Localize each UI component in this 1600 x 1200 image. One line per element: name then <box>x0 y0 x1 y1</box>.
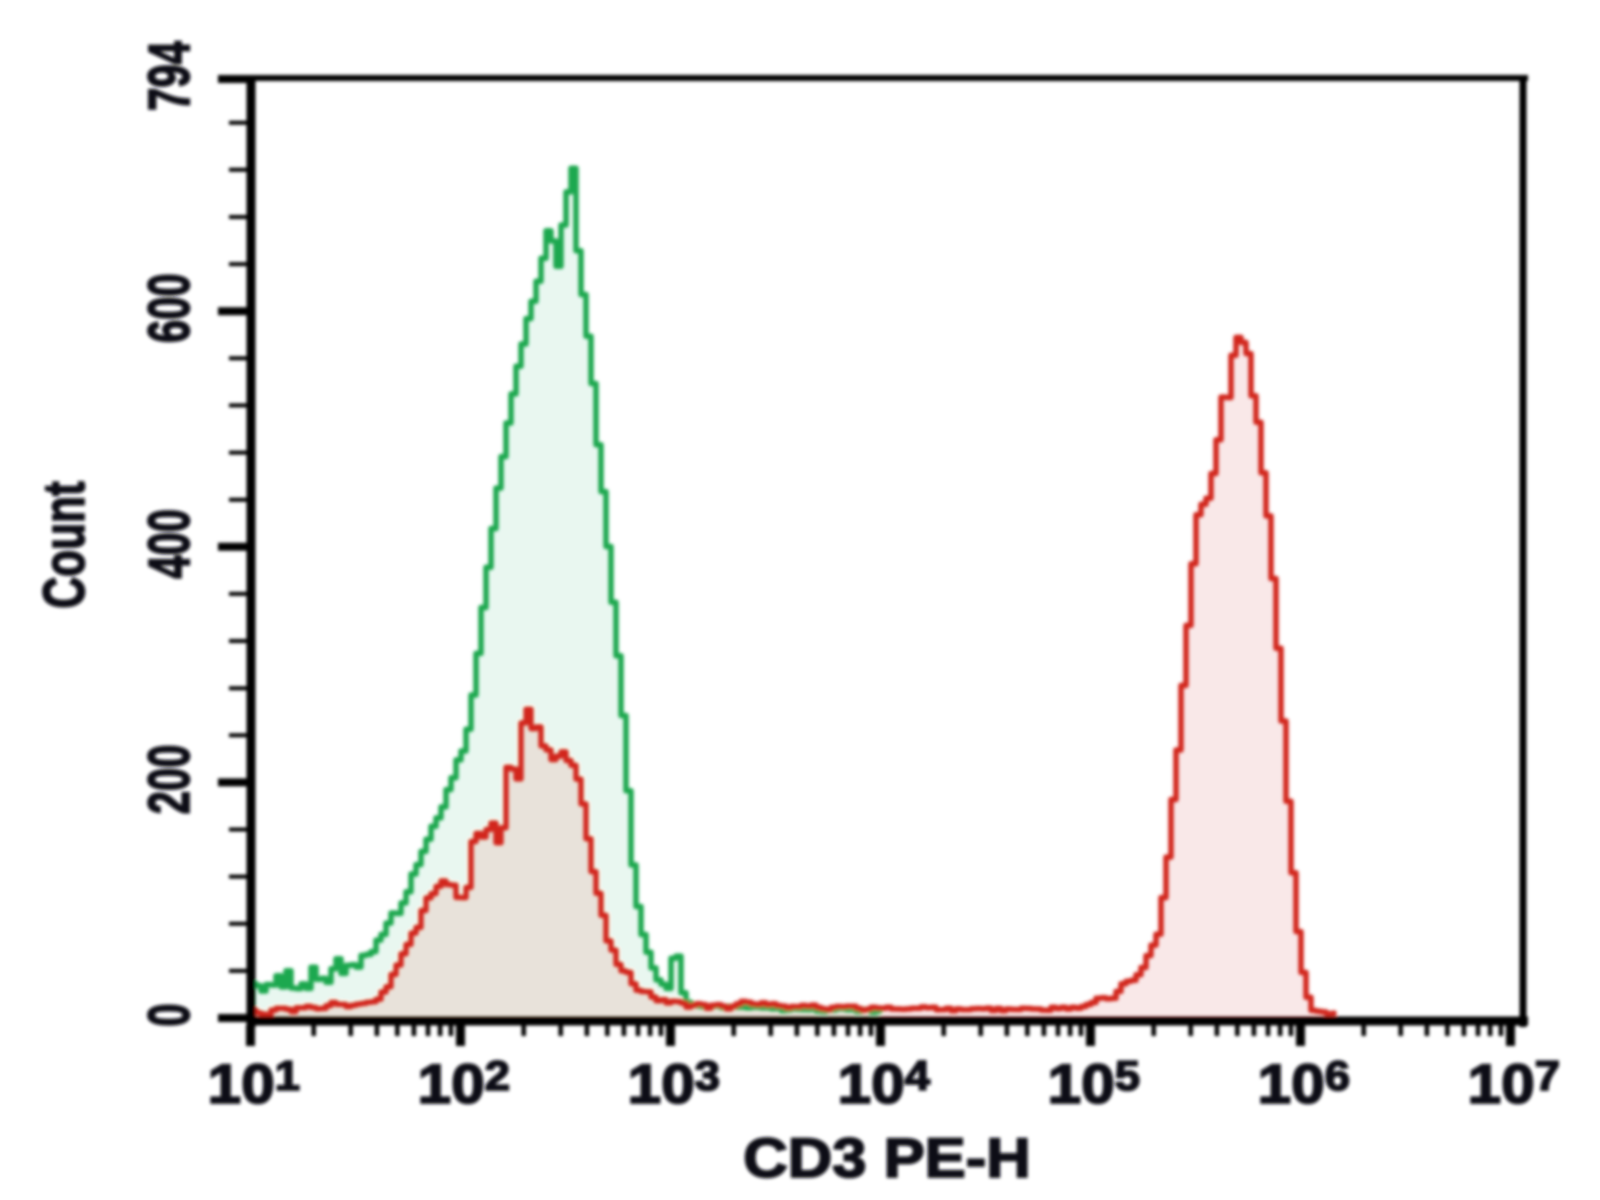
svg-text:CD3 PE-H: CD3 PE-H <box>743 1128 1030 1190</box>
svg-text:200: 200 <box>136 745 201 815</box>
svg-text:0: 0 <box>136 1003 201 1026</box>
svg-text:Count: Count <box>31 481 96 608</box>
svg-text:600: 600 <box>136 273 201 343</box>
svg-text:794: 794 <box>136 41 201 111</box>
svg-text:104: 104 <box>838 1053 931 1116</box>
svg-text:400: 400 <box>136 509 201 579</box>
